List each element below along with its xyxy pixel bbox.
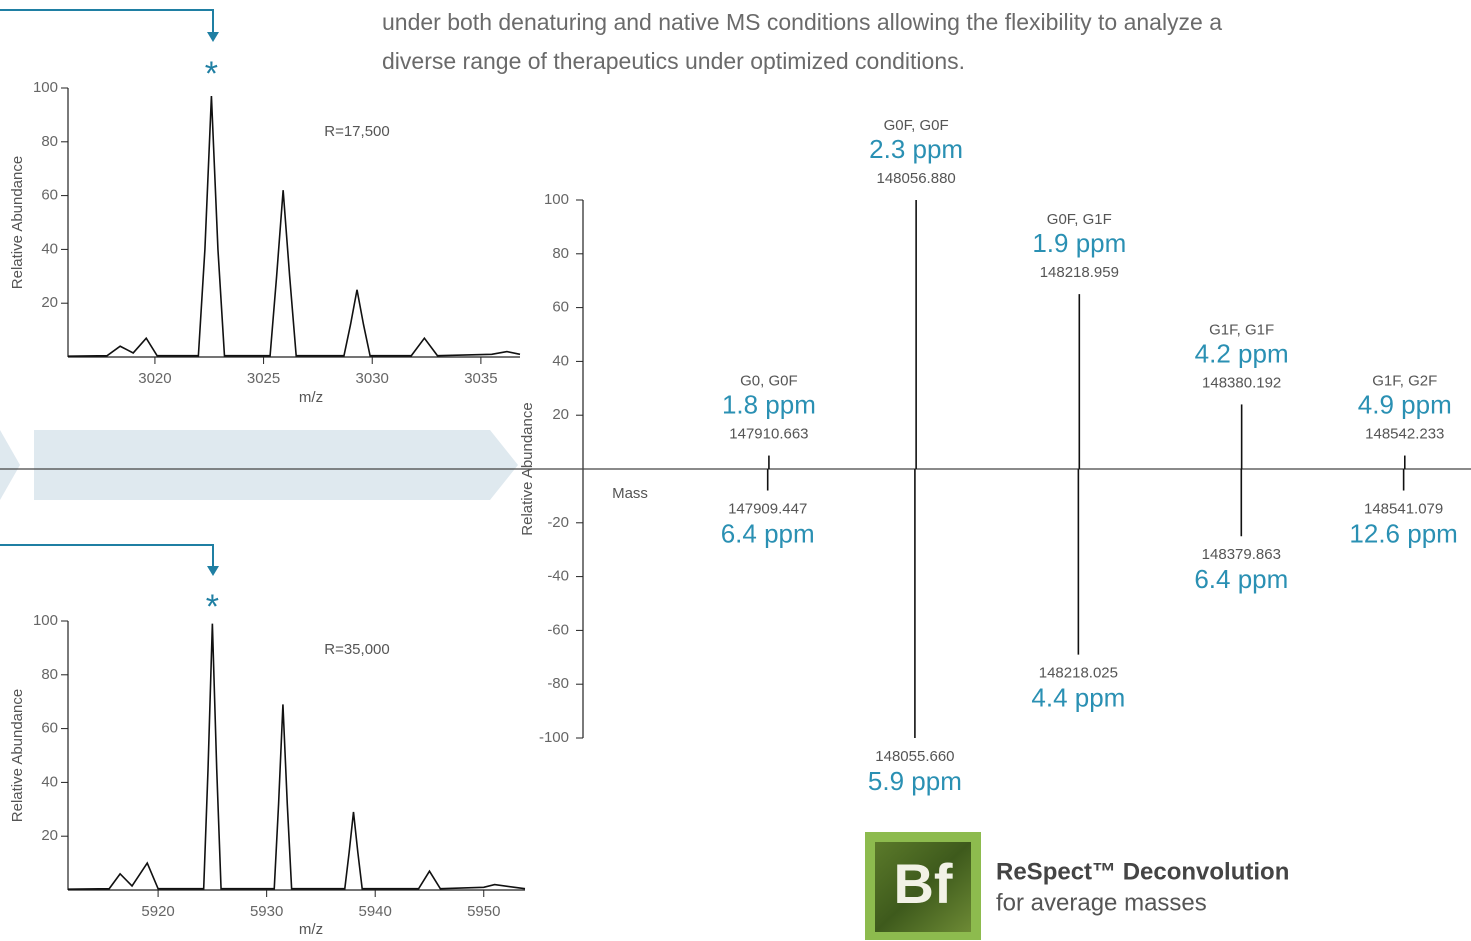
glycoform-label: G0, G0F (740, 373, 798, 390)
mass-label: 148218.959 (1040, 264, 1119, 281)
y-tick-label: 100 (33, 79, 58, 96)
y-tick-label: 100 (33, 612, 58, 629)
ppm-label: 12.6 ppm (1349, 518, 1457, 548)
x-tick-label: 5930 (250, 903, 283, 920)
y-tick-label: -80 (547, 675, 569, 692)
band-arrow (0, 430, 20, 500)
callout-arrow (0, 544, 214, 568)
y-tick-label: -40 (547, 568, 569, 585)
x-axis-title: m/z (299, 921, 323, 938)
x-tick-label: 5940 (359, 903, 392, 920)
logo-subtitle: for average masses (996, 889, 1207, 916)
x-tick-label: 3025 (247, 370, 280, 387)
y-tick-label: 60 (41, 187, 58, 204)
y-tick-label: 20 (552, 406, 569, 423)
y-tick-label: -100 (539, 729, 569, 746)
x-axis-title: Mass (612, 485, 648, 502)
mass-label: 147910.663 (729, 426, 808, 443)
y-tick-label: -60 (547, 621, 569, 638)
ppm-label: 2.3 ppm (869, 134, 963, 164)
x-tick-label: 3020 (138, 370, 171, 387)
y-tick-label: 20 (41, 827, 58, 844)
callout-arrow (0, 9, 214, 34)
ppm-label: 4.4 ppm (1031, 682, 1125, 712)
y-tick-label: 60 (552, 299, 569, 316)
y-tick-label: 20 (41, 294, 58, 311)
y-tick-label: 80 (552, 245, 569, 262)
mass-label: 148379.863 (1202, 546, 1281, 563)
y-tick-label: -20 (547, 514, 569, 531)
paragraph-line: diverse range of therapeutics under opti… (382, 48, 965, 74)
band-arrow (34, 430, 518, 500)
peak-marker: * (206, 588, 219, 626)
logo-title: ReSpect™ Deconvolution (996, 858, 1289, 885)
ppm-label: 5.9 ppm (868, 766, 962, 796)
mass-label: 148380.192 (1202, 374, 1281, 391)
glycoform-label: G1F, G2F (1372, 373, 1437, 390)
mass-label: 147909.447 (728, 500, 807, 517)
mass-label: 148056.880 (877, 170, 956, 187)
glycoform-label: G0F, G0F (884, 117, 949, 134)
ppm-label: 6.4 ppm (1194, 564, 1288, 594)
arrow-head (207, 32, 219, 42)
y-tick-label: 80 (41, 666, 58, 683)
y-tick-label: 100 (544, 191, 569, 208)
y-axis-title: Relative Abundance (519, 402, 536, 535)
y-axis-title: Relative Abundance (9, 689, 26, 822)
ppm-label: 4.2 ppm (1195, 338, 1289, 368)
ppm-label: 4.9 ppm (1358, 389, 1452, 419)
mass-label: 148541.079 (1364, 500, 1443, 517)
peak-marker: * (205, 55, 218, 93)
x-axis-title: m/z (299, 389, 323, 406)
annotation: R=35,000 (324, 641, 389, 658)
mass-label: 148542.233 (1365, 426, 1444, 443)
x-tick-label: 3035 (464, 370, 497, 387)
x-tick-label: 5920 (141, 903, 174, 920)
x-tick-label: 3030 (356, 370, 389, 387)
x-tick-label: 5950 (467, 903, 500, 920)
glycoform-label: G1F, G1F (1209, 321, 1274, 338)
y-tick-label: 40 (552, 352, 569, 369)
spectrum-line (67, 623, 526, 890)
y-tick-label: 80 (41, 133, 58, 150)
ppm-label: 6.4 ppm (721, 518, 815, 548)
logo-mark: Bf (893, 852, 952, 915)
paragraph-line: under both denaturing and native MS cond… (382, 9, 1222, 35)
mass-label: 148055.660 (875, 748, 954, 765)
y-axis-title: Relative Abundance (9, 156, 26, 289)
logo-box (875, 842, 971, 932)
ppm-label: 1.9 ppm (1032, 228, 1126, 258)
arrow-head (207, 566, 219, 576)
mass-label: 148218.025 (1039, 665, 1118, 682)
glycoform-label: G0F, G1F (1047, 211, 1112, 228)
annotation: R=17,500 (324, 123, 389, 140)
spectrum-line (67, 96, 521, 357)
ppm-label: 1.8 ppm (722, 389, 816, 419)
y-tick-label: 40 (41, 773, 58, 790)
y-tick-label: 40 (41, 240, 58, 257)
y-tick-label: 60 (41, 720, 58, 737)
